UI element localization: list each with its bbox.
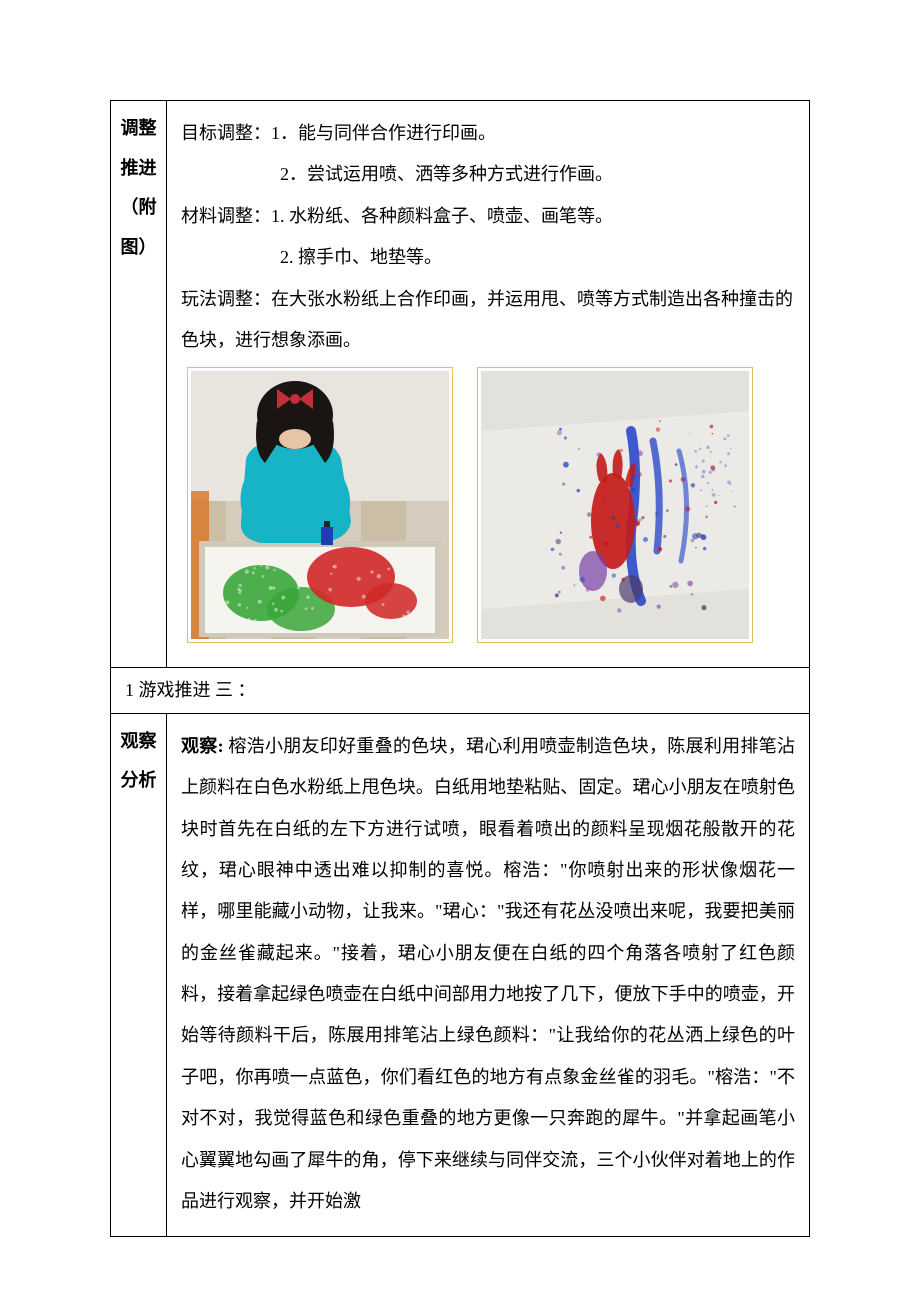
goal-2: 2．尝试运用喷、洒等多种方式进行作画。	[181, 154, 795, 195]
play-text: 在大张水粉纸上合作印画，并运用甩、喷等方式制造出各种撞击的色块，进行想象添画。	[181, 289, 793, 350]
row-adjust-content-cell: 目标调整：1．能与同伴合作进行印画。 2．尝试运用喷、洒等多种方式进行作画。 材…	[167, 101, 810, 668]
play-label: 玩法调整：	[181, 289, 271, 309]
photo-right	[481, 371, 749, 639]
goal-line1: 目标调整：1．能与同伴合作进行印画。	[181, 113, 795, 154]
row-observe: 观察 分析 观察: 榕浩小朋友印好重叠的色块，珺心利用喷壶制造色块，陈展利用排笔…	[111, 713, 810, 1237]
section-header-cell: 1 游戏推进 三 ：	[111, 668, 810, 713]
mat-1: 1. 水粉纸、各种颜料盒子、喷壶、画笔等。	[271, 206, 613, 226]
photo-left	[191, 371, 449, 639]
photo-right-frame	[477, 367, 753, 643]
section-header: 1 游戏推进 三 ：	[125, 680, 256, 700]
mat-line1: 材料调整：1. 水粉纸、各种颜料盒子、喷壶、画笔等。	[181, 196, 795, 237]
document-table: 调整 推进 （附 图） 目标调整：1．能与同伴合作进行印画。 2．尝试运用喷、洒…	[110, 100, 810, 1237]
photo-left-frame	[187, 367, 453, 643]
row-adjust-label: 调整 推进 （附 图）	[115, 109, 162, 267]
observe-text: 榕浩小朋友印好重叠的色块，珺心利用喷壶制造色块，陈展利用排笔沾上颜料在白色水粉纸…	[181, 736, 795, 1211]
mat-2: 2. 擦手巾、地垫等。	[181, 237, 795, 278]
observe-paragraph: 观察: 榕浩小朋友印好重叠的色块，珺心利用喷壶制造色块，陈展利用排笔沾上颜料在白…	[181, 726, 795, 1223]
observe-label: 观察:	[181, 736, 224, 756]
mat-label: 材料调整：	[181, 206, 271, 226]
row-observe-label: 观察 分析	[115, 722, 162, 801]
row-observe-content-cell: 观察: 榕浩小朋友印好重叠的色块，珺心利用喷壶制造色块，陈展利用排笔沾上颜料在白…	[167, 713, 810, 1237]
play-line: 玩法调整：在大张水粉纸上合作印画，并运用甩、喷等方式制造出各种撞击的色块，进行想…	[181, 279, 795, 362]
row-observe-label-cell: 观察 分析	[111, 713, 167, 1237]
row-adjust: 调整 推进 （附 图） 目标调整：1．能与同伴合作进行印画。 2．尝试运用喷、洒…	[111, 101, 810, 668]
goal-1: 1．能与同伴合作进行印画。	[271, 123, 496, 143]
row-section-header: 1 游戏推进 三 ：	[111, 668, 810, 713]
goal-label: 目标调整：	[181, 123, 271, 143]
row-adjust-label-cell: 调整 推进 （附 图）	[111, 101, 167, 668]
photo-row	[181, 361, 795, 653]
